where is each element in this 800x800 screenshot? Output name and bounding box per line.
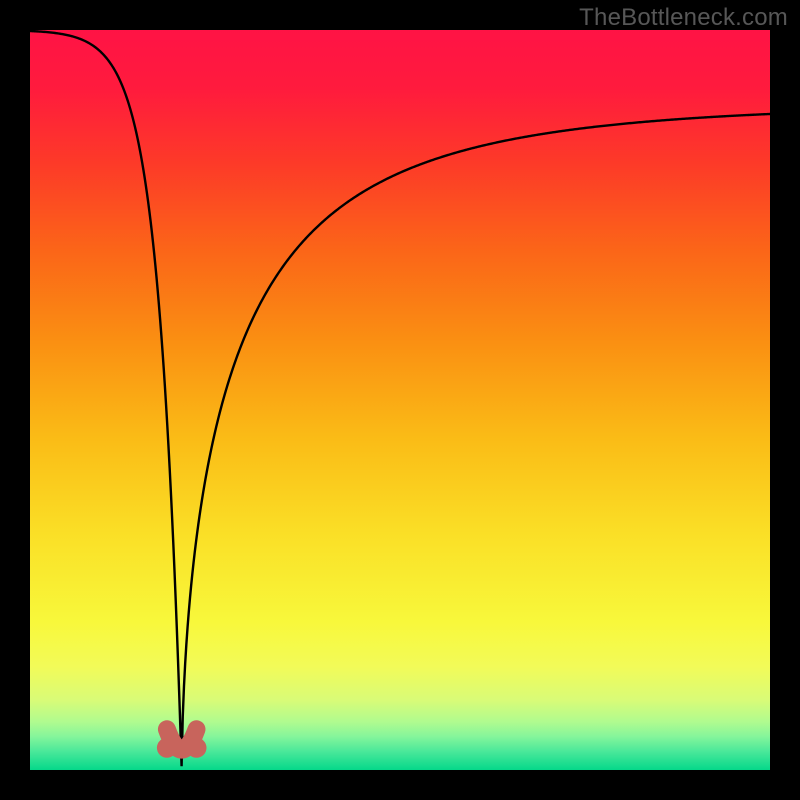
chart-svg xyxy=(0,0,800,800)
marker-dot-0 xyxy=(157,738,177,758)
chart-container: TheBottleneck.com xyxy=(0,0,800,800)
marker-dot-1 xyxy=(187,738,207,758)
watermark-text: TheBottleneck.com xyxy=(579,4,788,32)
plot-background xyxy=(30,30,770,770)
